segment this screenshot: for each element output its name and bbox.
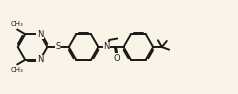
Text: S: S — [55, 42, 61, 52]
Text: CH₃: CH₃ — [11, 67, 24, 73]
Text: CH₃: CH₃ — [11, 21, 24, 27]
Text: O: O — [113, 54, 120, 63]
Text: N: N — [103, 42, 109, 52]
Text: N: N — [37, 30, 43, 39]
Text: N: N — [37, 55, 43, 64]
